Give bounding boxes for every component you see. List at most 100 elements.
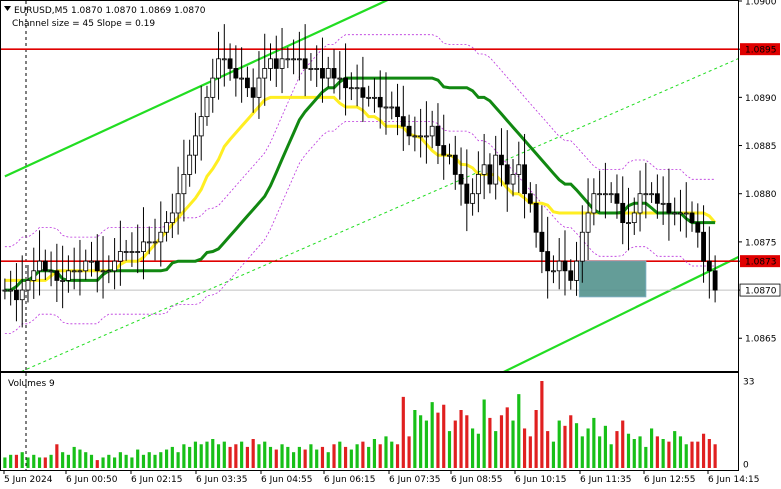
candle-body: [504, 164, 510, 185]
candle-body: [429, 125, 435, 137]
y-tick-label: 1.0895: [745, 46, 777, 56]
candle-body: [666, 202, 672, 214]
candle-body: [441, 145, 447, 156]
candle-body: [475, 174, 481, 195]
candle-body: [291, 58, 297, 61]
volume-tick-label: 33: [743, 378, 754, 388]
candle-body: [42, 260, 48, 272]
y-tick-label: 1.0873: [745, 258, 777, 268]
candle-body: [435, 125, 441, 146]
candle-body: [360, 87, 366, 98]
candle-body: [141, 241, 146, 252]
candle-body: [8, 289, 14, 292]
candle-body: [389, 106, 395, 109]
candle-body: [343, 77, 348, 89]
candle-body: [54, 270, 60, 281]
candle-body: [637, 193, 643, 214]
candle-body: [48, 270, 54, 273]
candle-body: [193, 135, 198, 156]
candle-body: [626, 222, 631, 225]
candle-body: [447, 154, 452, 157]
candle-body: [65, 270, 71, 281]
candle-body: [614, 193, 620, 204]
main-plot-frame: [0, 0, 739, 372]
candle-body: [412, 135, 418, 138]
candle-body: [539, 231, 545, 252]
y-tick-label: 1.0875: [745, 238, 777, 248]
candle-body: [510, 174, 516, 185]
candle-body: [423, 135, 429, 138]
x-tick-label: 6 Jun 08:55: [451, 475, 502, 485]
candle-body: [325, 68, 331, 79]
candle-body: [221, 58, 227, 61]
x-tick-label: 6 Jun 06:15: [324, 475, 375, 485]
candle-body: [198, 116, 204, 137]
channel-info: Channel size = 45 Slope = 0.19: [12, 19, 155, 29]
candle-body: [135, 251, 141, 253]
x-tick-label: 6 Jun 04:55: [261, 475, 312, 485]
y-tick-label: 1.0885: [745, 142, 777, 152]
candle-body: [268, 58, 273, 69]
candle-body: [89, 260, 94, 263]
x-tick-label: 6 Jun 02:15: [131, 475, 182, 485]
candle-body: [181, 174, 187, 195]
candle-body: [279, 58, 285, 69]
candle-body: [239, 77, 245, 80]
candle-body: [152, 241, 158, 244]
candle-body: [377, 96, 383, 108]
candle-body: [695, 222, 701, 233]
candle-body: [94, 260, 100, 272]
candle-body: [551, 270, 556, 273]
candle-body: [117, 251, 123, 262]
current-price-tag: [739, 283, 781, 297]
candle-body: [244, 77, 250, 89]
candle-body: [129, 251, 135, 253]
y-tick-label: 1.0865: [745, 335, 777, 345]
candle-body: [602, 193, 608, 196]
candle-body: [470, 193, 476, 204]
candle-body: [631, 212, 637, 224]
candle-body: [516, 164, 522, 175]
candle-body: [654, 193, 660, 204]
candle-body: [712, 270, 718, 291]
candle-body: [146, 241, 152, 244]
x-tick-label: 6 Jun 07:35: [389, 475, 440, 485]
x-tick-label: 6 Jun 10:15: [515, 475, 566, 485]
candle-body: [77, 270, 83, 273]
candle-body: [556, 260, 562, 272]
candle-body: [458, 174, 464, 185]
candle-body: [706, 260, 712, 272]
candle-body: [60, 280, 66, 282]
candle-body: [100, 270, 106, 273]
candle-body: [256, 77, 262, 98]
candle-body: [204, 96, 210, 118]
collapse-arrow-icon[interactable]: [4, 6, 11, 11]
candle-body: [574, 260, 579, 281]
candle-body: [123, 251, 129, 253]
candle-body: [522, 164, 527, 195]
candle-body: [273, 58, 279, 69]
y-tick-label: 1.0880: [745, 190, 777, 200]
y-tick-highlight: [740, 43, 780, 56]
candle-body: [175, 193, 181, 214]
candle-body: [545, 251, 551, 272]
candle-body: [649, 193, 655, 196]
chart-title: EURUSD,M5 1.0870 1.0870 1.0869 1.0870: [14, 6, 206, 16]
candle-body: [660, 202, 666, 205]
candle-body: [2, 289, 8, 292]
bollinger-upper: [4, 34, 716, 248]
candle-body: [620, 202, 626, 224]
candle-body: [372, 96, 377, 99]
candle-body: [71, 270, 77, 273]
candle-body: [406, 125, 412, 137]
candle-body: [14, 289, 19, 301]
candle-body: [562, 260, 568, 272]
candle-body: [568, 270, 574, 281]
candle-body: [314, 68, 320, 70]
candle-body: [210, 77, 216, 98]
candle-body: [678, 212, 683, 215]
x-tick-label: 6 Jun 00:50: [66, 475, 118, 485]
candle-body: [383, 106, 389, 109]
candle-body: [216, 58, 221, 79]
candle-body: [112, 260, 118, 272]
